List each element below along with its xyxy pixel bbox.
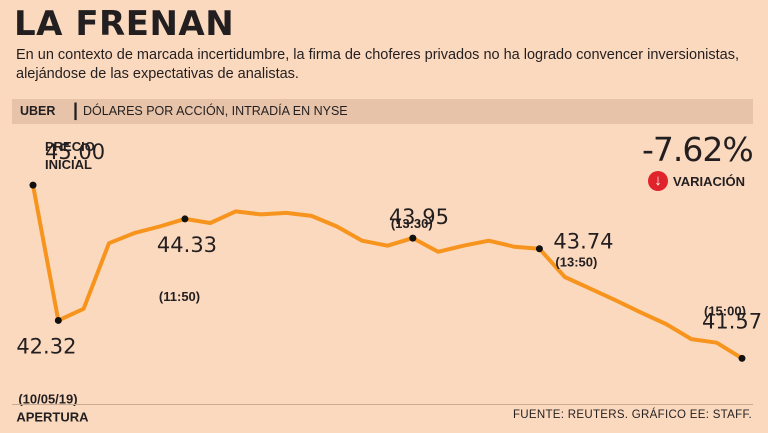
units-label: DÓLARES POR ACCIÓN, INTRADÍA EN NYSE — [83, 104, 348, 118]
chart-title: LA FRENAN — [14, 4, 235, 44]
data-point-marker — [181, 215, 189, 223]
data-point-marker — [409, 234, 417, 242]
footer-divider — [12, 404, 753, 405]
data-label-value: 42.32 — [16, 334, 76, 358]
data-label-caption: APERTURA — [16, 409, 89, 424]
source-note: FUENTE: REUTERS. GRÁFICO EE: STAFF. — [512, 409, 752, 421]
data-label-caption: PRECIO — [45, 139, 95, 154]
ticker-label: UBER — [20, 104, 56, 118]
data-point-marker — [535, 245, 543, 253]
data-label-value: 41.57 — [702, 309, 762, 333]
data-label-value: 43.95 — [389, 205, 449, 229]
data-label-caption: (15:00) — [704, 303, 746, 318]
data-label-value: 43.74 — [553, 230, 613, 254]
price-line — [31, 183, 744, 361]
data-point-marker — [54, 316, 62, 324]
data-label-caption: INICIAL — [45, 157, 92, 172]
data-label-caption: (13:30) — [391, 216, 433, 231]
chart-header-bar: UBER | DÓLARES POR ACCIÓN, INTRADÍA EN N… — [12, 99, 753, 124]
arrow-down-icon: ↓ — [648, 171, 668, 191]
variation-label: VARIACIÓN — [673, 174, 745, 189]
data-label-caption: (10/05/19) — [18, 391, 77, 406]
data-point-marker — [29, 181, 37, 189]
data-label-caption: (11:50) — [159, 289, 200, 304]
chart-subtitle: En un contexto de marcada incertidumbre,… — [16, 47, 739, 82]
data-label-caption: (13:50) — [555, 255, 597, 270]
separator: | — [73, 100, 79, 120]
variation-value: -7.62% — [642, 130, 754, 169]
data-label-value: 45.00 — [45, 140, 105, 164]
data-point-marker — [738, 354, 746, 362]
data-label-value: 44.33 — [157, 233, 217, 257]
